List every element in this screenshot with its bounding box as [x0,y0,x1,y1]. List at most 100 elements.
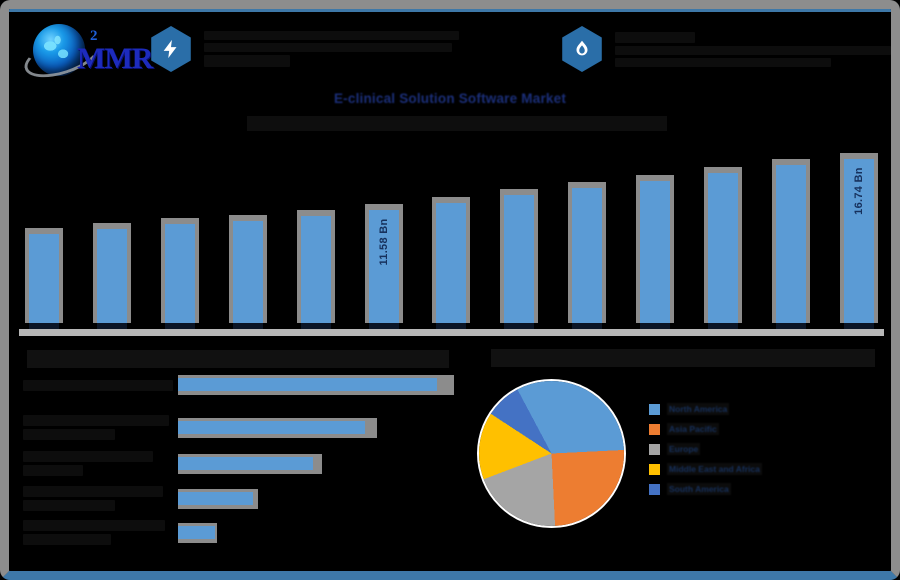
header-line [615,57,831,67]
horizontal-bar-track [178,453,322,474]
bar-wrap [155,137,205,323]
bar-chart-x-axis-labels [19,323,884,336]
horizontal-bar-fill [178,378,437,391]
pie-legend: North America Asia Pacific Europe Middle Ea… [649,403,762,495]
bar-wrap: 11.58 Bn [359,137,409,323]
label-line [23,415,169,426]
horizontal-bar-category-label [23,520,178,545]
bar-wrap [766,137,816,323]
top-accent-bar [9,9,891,12]
bar-wrap [494,137,544,323]
header-line [615,45,891,55]
bar [640,181,671,323]
label-line [23,500,115,511]
pie-graphic [479,381,624,526]
legend-swatch [649,403,660,415]
x-axis-tick-label [843,323,874,334]
bar: 11.58 Bn [368,210,399,323]
horizontal-bar-row [23,451,473,476]
legend-item: South America [649,483,762,495]
horizontal-bar-row [23,486,473,511]
bar-wrap [562,137,612,323]
x-axis-tick-label [572,323,603,334]
bar-wrap [630,137,680,323]
x-axis-tick-label [300,323,331,334]
legend-label: Europe [667,443,701,455]
bar [29,234,59,323]
company-logo[interactable]: 2 MMR [17,16,153,86]
x-axis-tick [223,323,273,336]
segment-horizontal-bar-chart [23,375,473,545]
header-block-1-text [204,31,459,67]
header-block-2 [559,26,891,72]
x-axis-tick-label [708,323,739,334]
legend-swatch [649,423,660,435]
header-block-2-text [615,31,891,67]
legend-swatch [649,483,660,495]
horizontal-bar-category-label [23,451,178,476]
x-axis-tick [19,323,69,336]
bar-value-label: 11.58 Bn [377,218,390,266]
x-axis-tick-label [775,323,806,334]
bar [708,173,739,323]
bar-wrap: 16.74 Bn [834,137,884,323]
legend-swatch [649,463,660,475]
legend-label: Middle East and Africa [667,463,762,475]
horizontal-bar-track [178,417,377,438]
logo-wordmark: MMR [77,42,153,75]
bar [572,188,603,323]
page-subtitle [247,116,667,131]
legend-label: Asia Pacific [667,423,719,435]
horizontal-bar-fill [178,420,365,434]
label-line [23,379,173,391]
bar [96,229,127,323]
label-line [23,451,153,462]
legend-label: North America [667,403,730,415]
bar: 16.74 Bn [843,159,874,323]
bar-wrap [19,137,69,323]
x-axis-tick [87,323,137,336]
header-block-1 [148,26,459,72]
regional-share-pie-chart: North America Asia Pacific Europe Middle Ea… [479,377,879,545]
bar-wrap [426,137,476,323]
page-title: E-clinical Solution Software Market [333,91,567,106]
flame-drop-icon [562,26,602,72]
x-axis-tick [630,323,680,336]
horizontal-bar-category-label [23,486,178,511]
market-size-bar-chart: 11.58 Bn 16.74 Bn [19,137,884,323]
label-line [23,465,83,476]
horizontal-bar-category-label [23,415,178,440]
horizontal-bar-track [178,522,217,543]
horizontal-bar-fill [178,491,253,505]
logo-superscript: 2 [90,28,98,44]
x-axis-tick-label [164,323,195,334]
horizontal-bar-category-label [23,379,178,391]
bar-wrap [698,137,748,323]
bar-series: 11.58 Bn 16.74 Bn [19,137,884,323]
x-axis-tick [834,323,884,336]
x-axis-tick-label [232,323,263,334]
bar [775,165,806,323]
legend-item: North America [649,403,762,415]
x-axis-tick [155,323,205,336]
horizontal-bar-row [23,520,473,545]
x-axis-tick-label [504,323,535,334]
label-line [23,520,165,531]
horizontal-bar-row [23,375,473,395]
bar-chart-x-axis-line [19,329,884,336]
x-axis-tick-label [368,323,399,334]
x-axis-tick [426,323,476,336]
bar-wrap [291,137,341,323]
horizontal-bar-fill [178,456,313,470]
horizontal-bar-fill [178,525,215,539]
header-line [204,55,290,67]
bar-wrap [87,137,137,323]
globe-icon [33,24,85,76]
label-line [23,534,111,545]
x-axis-tick-label [29,323,59,334]
x-axis-tick [698,323,748,336]
x-axis-tick-label [96,323,127,334]
horizontal-bar-row [23,415,473,440]
x-axis-tick-label [436,323,467,334]
